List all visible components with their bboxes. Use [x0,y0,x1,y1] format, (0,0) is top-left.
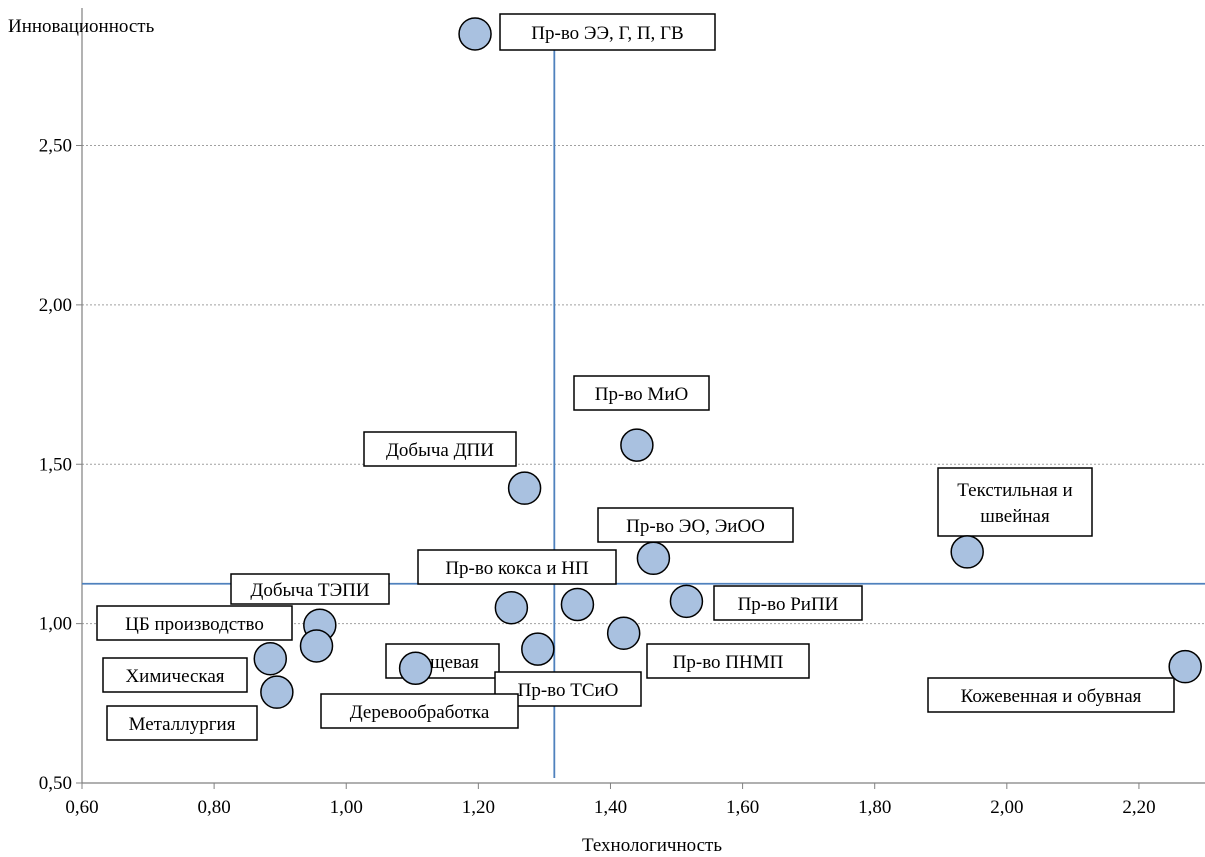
point-label-box [597,507,794,543]
data-point [521,632,555,666]
point-label-box [499,13,716,51]
x-tick-label: 1,00 [330,797,363,818]
x-tick-label: 2,20 [1122,797,1155,818]
point-label: Пр-во РиПИ [713,585,863,621]
point-label-text: Пр-во ПНМП [673,652,784,673]
point-label-box [713,585,863,621]
data-point [299,629,334,663]
point-label-text: Пр-во РиПИ [738,594,839,615]
point-label-text: Добыча ДПИ [386,440,494,461]
data-point [260,675,294,709]
point-label: ЦБ производство [96,605,293,641]
point-label: Добыча ТЭПИ [230,573,390,605]
point-label-text: Текстильная и [957,480,1072,501]
point-label: Химическая [102,657,248,693]
x-tick-label: 1,20 [462,797,495,818]
point-label: Пр-во ЭЭ, Г, П, ГВ [499,13,716,51]
point-label: Пр-во ПНМП [646,643,810,679]
data-point [507,471,542,505]
point-label-box [927,677,1175,713]
point-label-text: Добыча ТЭПИ [250,580,370,601]
point-label-box [937,467,1093,537]
x-tick-label: 0,60 [65,797,98,818]
y-tick-label: 2,00 [39,295,72,316]
point-label: Деревообработка [320,693,519,729]
data-point [606,616,641,650]
point-label-box [417,549,617,585]
point-label: Пр-во ТСиО [494,671,642,707]
point-label: Кожевенная и обувная [927,677,1175,713]
x-tick-label: 1,60 [726,797,759,818]
tick-labels: 0,50 1,00 1,50 2,00 2,50 0,60 0,80 1,00 1,20 1,40… [39,136,1156,819]
point-label-text: Пр-во ЭО, ЭиОО [626,516,765,537]
data-point [669,584,704,619]
point-label-box [96,605,293,641]
x-tick-label: 1,40 [594,797,627,818]
data-point [620,428,654,462]
point-label-box [573,375,710,411]
y-tick-label: 2,50 [39,136,72,157]
point-label-text: швейная [980,506,1050,527]
point-label-text: Пр-во кокса и НП [445,558,589,579]
point-label-text: Химическая [125,666,224,687]
point-label-box [102,657,248,693]
grid-lines [82,145,1205,625]
point-label-box [320,693,519,729]
data-point [458,17,492,51]
point-label-box [494,671,642,707]
x-axis-label: Технологичность [582,835,722,856]
data-point [950,535,984,569]
data-point [398,651,433,685]
x-tick-label: 0,80 [197,797,230,818]
data-point [253,641,288,676]
x-tick-label: 2,00 [990,797,1023,818]
point-label: Текстильная и швейная [937,467,1093,537]
y-tick-label: 0,50 [39,773,72,794]
point-label: Пр-во ЭО, ЭиОО [597,507,794,543]
axes [76,8,1205,789]
x-tick-label: 1,80 [858,797,891,818]
data-point [636,541,671,576]
data-point [560,587,595,622]
point-label: Пр-во МиО [573,375,710,411]
point-label-box [106,705,258,741]
data-point [494,590,529,625]
data-point [1168,649,1202,684]
y-axis-label: Инновационность [8,16,155,37]
point-label-text: Пр-во ТСиО [518,680,619,701]
point-label-text: Кожевенная и обувная [961,686,1142,707]
point-label-text: Пр-во МиО [595,384,688,405]
point-label-text: Деревообработка [350,702,490,723]
y-tick-label: 1,00 [39,614,72,635]
point-label: Пр-во кокса и НП [417,549,617,585]
point-label-text: Пр-во ЭЭ, Г, П, ГВ [531,23,683,44]
point-label-box [646,643,810,679]
point-label: Металлургия [106,705,258,741]
point-label: Добыча ДПИ [363,431,517,467]
data-points [253,17,1202,709]
y-tick-label: 1,50 [39,454,72,475]
point-label-box [230,573,390,605]
point-label-box [363,431,517,467]
point-label-text: ЦБ производство [125,614,264,635]
point-label-text: Металлургия [129,714,236,735]
